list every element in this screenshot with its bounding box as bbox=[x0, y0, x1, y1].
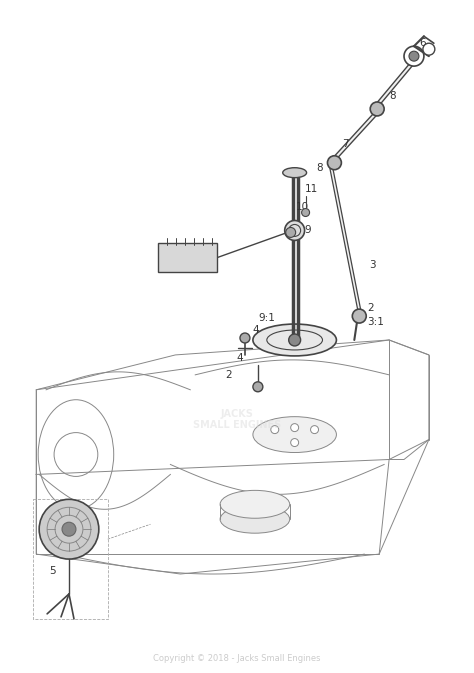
Circle shape bbox=[286, 227, 296, 238]
Text: 6: 6 bbox=[419, 38, 426, 48]
Ellipse shape bbox=[253, 417, 337, 452]
Text: 3:1: 3:1 bbox=[367, 317, 384, 327]
Circle shape bbox=[409, 51, 419, 61]
Circle shape bbox=[291, 439, 299, 447]
Text: 11: 11 bbox=[305, 184, 318, 194]
Ellipse shape bbox=[220, 505, 290, 533]
Circle shape bbox=[285, 221, 305, 240]
FancyBboxPatch shape bbox=[158, 244, 217, 273]
Text: 4: 4 bbox=[236, 353, 243, 363]
Text: 9:1: 9:1 bbox=[258, 313, 275, 323]
Text: 5: 5 bbox=[49, 566, 56, 576]
Circle shape bbox=[370, 102, 384, 116]
Bar bbox=[33, 499, 108, 619]
Circle shape bbox=[289, 334, 301, 346]
Text: 4: 4 bbox=[253, 325, 260, 335]
Text: Copyright © 2018 - Jacks Small Engines: Copyright © 2018 - Jacks Small Engines bbox=[153, 654, 321, 663]
Text: 7: 7 bbox=[342, 139, 349, 149]
Circle shape bbox=[352, 309, 366, 323]
Circle shape bbox=[328, 155, 341, 170]
Circle shape bbox=[291, 423, 299, 431]
Text: 10: 10 bbox=[296, 201, 309, 211]
Text: 3: 3 bbox=[369, 260, 376, 271]
Ellipse shape bbox=[283, 168, 307, 178]
Text: 8: 8 bbox=[317, 163, 323, 173]
Circle shape bbox=[271, 425, 279, 433]
Circle shape bbox=[310, 425, 319, 433]
Circle shape bbox=[253, 382, 263, 392]
Circle shape bbox=[423, 43, 435, 55]
Text: 2: 2 bbox=[367, 303, 374, 313]
Text: JACKS
SMALL ENGINES: JACKS SMALL ENGINES bbox=[193, 409, 281, 431]
Ellipse shape bbox=[220, 491, 290, 518]
Circle shape bbox=[404, 46, 424, 66]
Ellipse shape bbox=[253, 324, 337, 356]
Text: 2: 2 bbox=[225, 370, 232, 380]
Circle shape bbox=[240, 333, 250, 343]
Circle shape bbox=[62, 522, 76, 536]
Circle shape bbox=[301, 209, 310, 217]
Circle shape bbox=[39, 499, 99, 559]
Text: 8: 8 bbox=[389, 91, 396, 101]
Text: 9: 9 bbox=[305, 225, 311, 236]
